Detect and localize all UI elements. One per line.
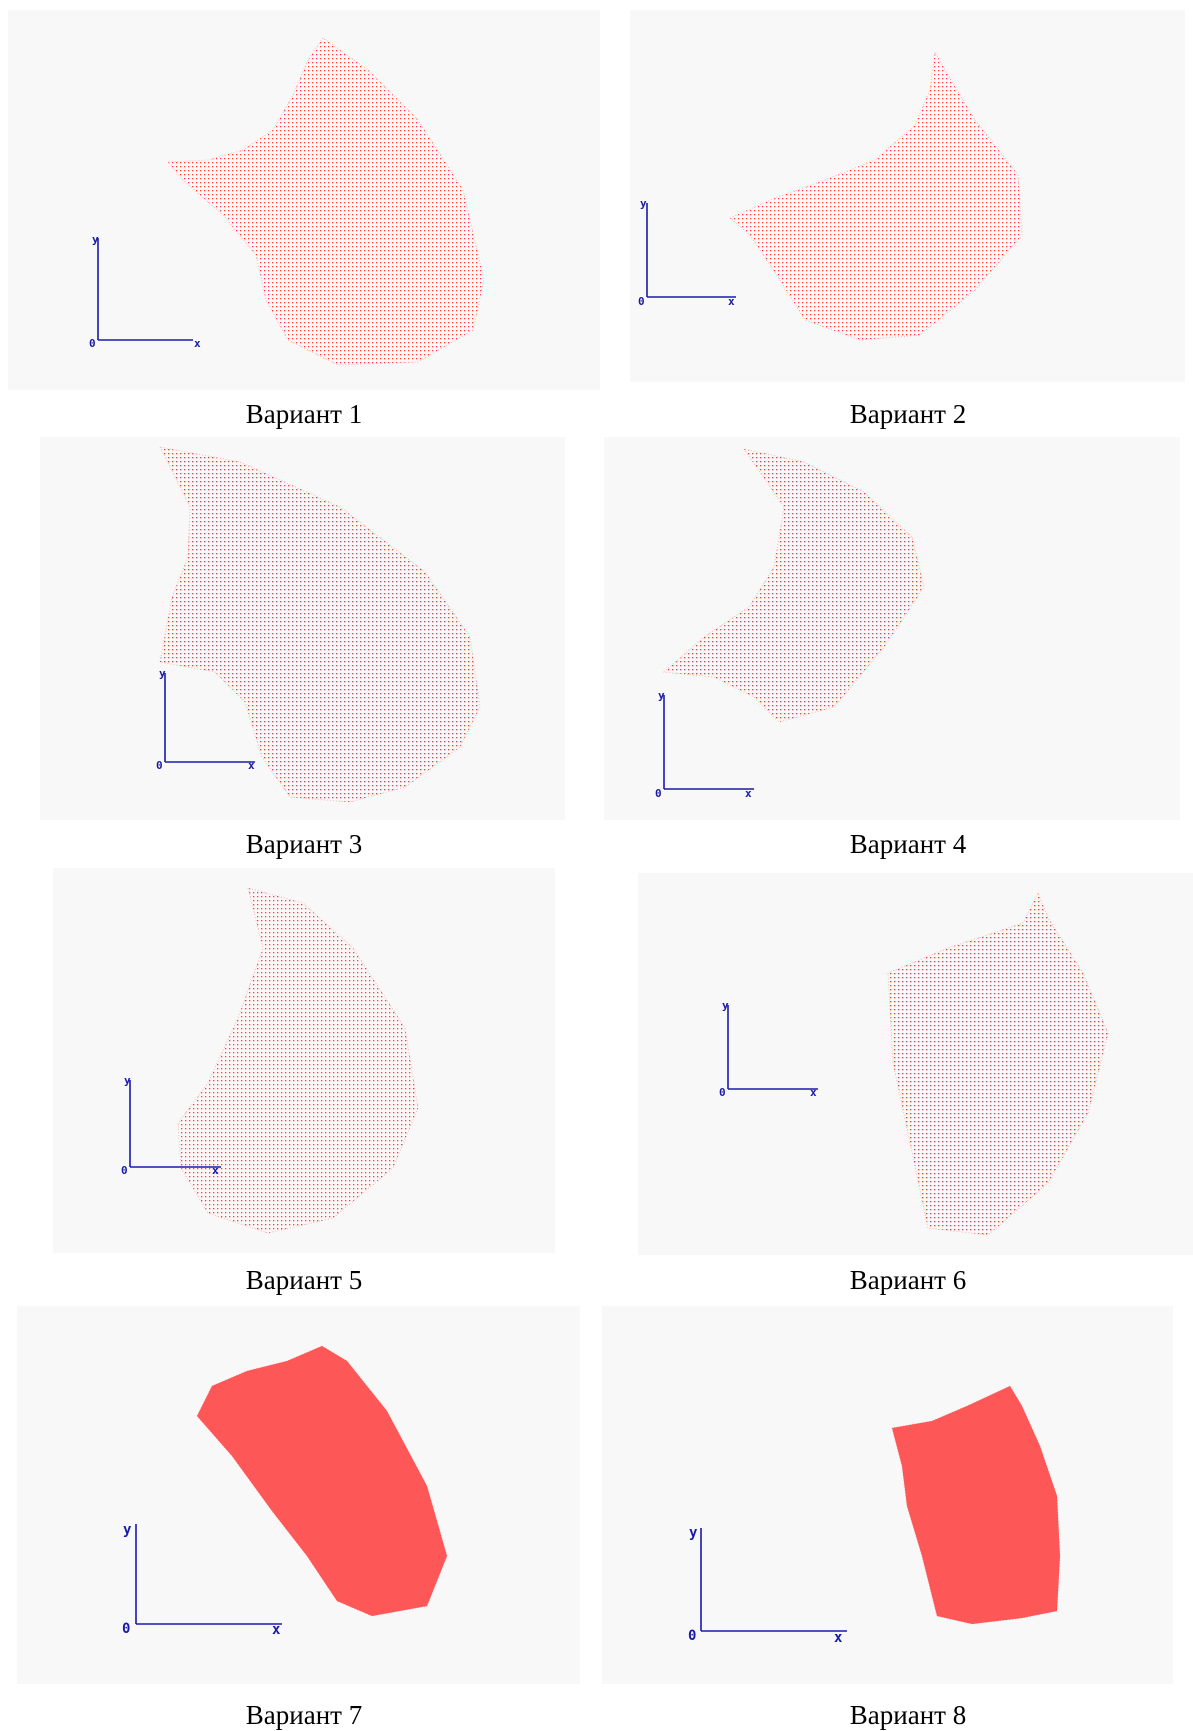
variant-1-y-label: y — [92, 233, 99, 246]
variant-7-axes: 0 x y — [122, 1522, 282, 1638]
variant-4-point-cloud — [662, 448, 925, 723]
variant-8-y-label: y — [689, 1525, 698, 1541]
variant-7-x-label: x — [272, 1622, 281, 1638]
variant-4-caption: Вариант 4 — [849, 829, 967, 859]
variant-4-svg: 0 x y — [655, 448, 925, 800]
variant-5-x-label: x — [212, 1164, 219, 1177]
variant-2-svg: 0 x y — [638, 50, 1023, 341]
variant-1-point-cloud — [166, 37, 485, 366]
variant-5-axes: 0 x y — [121, 1074, 221, 1177]
variant-4-axes: 0 x y — [655, 689, 754, 800]
variant-1-x-label: x — [194, 337, 201, 350]
variant-7-point-cloud — [196, 1345, 448, 1617]
variant-5-svg: 0 x y — [121, 887, 419, 1234]
variant-8-x-label: x — [834, 1630, 843, 1646]
variant-3-origin-label: 0 — [156, 759, 163, 772]
variant-6-origin-label: 0 — [719, 1086, 726, 1099]
variant-8-svg: 0 x y — [688, 1385, 1061, 1646]
variant-1-origin-label: 0 — [89, 337, 96, 350]
variant-6-y-label: y — [722, 999, 729, 1012]
variant-5-origin-label: 0 — [121, 1164, 128, 1177]
variant-3-x-label: x — [248, 759, 255, 772]
variant-3-point-cloud — [159, 446, 481, 803]
variant-7-origin-label: 0 — [122, 1621, 130, 1637]
variant-6-x-label: x — [810, 1086, 817, 1099]
variant-3-svg: 0 x y — [156, 446, 481, 803]
variant-3-axes: 0 x y — [156, 667, 255, 772]
variant-3-y-label: y — [159, 667, 166, 680]
variant-4-origin-label: 0 — [655, 787, 662, 800]
variant-5-point-cloud — [177, 887, 419, 1234]
variant-1-caption: Вариант 1 — [245, 399, 363, 429]
variant-7-y-label: y — [123, 1522, 132, 1538]
variant-6-svg: 0 x y — [719, 891, 1109, 1236]
variant-6-plot: 0 x y — [638, 873, 1193, 1255]
variant-6-axes: 0 x y — [719, 999, 818, 1099]
variant-3-plot: 0 x y — [40, 437, 565, 820]
variant-4-plot: 0 x y — [604, 437, 1180, 820]
variant-5-plot: 0 x y — [53, 868, 555, 1253]
variant-8-origin-label: 0 — [688, 1628, 696, 1644]
variant-7-caption: Вариант 7 — [245, 1700, 363, 1730]
variant-4-x-label: x — [745, 787, 752, 800]
variant-8-plot: 0 x y — [602, 1306, 1173, 1684]
variant-5-y-label: y — [124, 1074, 131, 1087]
variant-6-caption: Вариант 6 — [849, 1265, 967, 1295]
variant-7-plot: 0 x y — [17, 1306, 580, 1684]
variant-2-point-cloud — [729, 50, 1023, 341]
variant-1-axes: 0 x y — [89, 233, 201, 350]
variant-5-caption: Вариант 5 — [245, 1265, 363, 1295]
variant-2-plot: 0 x y — [630, 10, 1185, 382]
variant-6-point-cloud — [887, 891, 1109, 1236]
variant-8-axes: 0 x y — [688, 1525, 847, 1646]
variant-4-y-label: y — [658, 689, 665, 702]
variant-2-origin-label: 0 — [638, 295, 645, 308]
variant-7-svg: 0 x y — [122, 1345, 448, 1638]
variant-1-plot: 0 x y — [8, 10, 600, 390]
variant-1-svg: 0 x y — [89, 37, 485, 366]
variant-8-caption: Вариант 8 — [849, 1700, 967, 1730]
variant-2-axes: 0 x y — [638, 197, 736, 308]
variant-2-caption: Вариант 2 — [849, 399, 967, 429]
variant-2-y-label: y — [640, 197, 647, 210]
variant-8-point-cloud — [891, 1385, 1061, 1625]
variant-2-x-label: x — [728, 295, 735, 308]
variant-3-caption: Вариант 3 — [245, 829, 363, 859]
